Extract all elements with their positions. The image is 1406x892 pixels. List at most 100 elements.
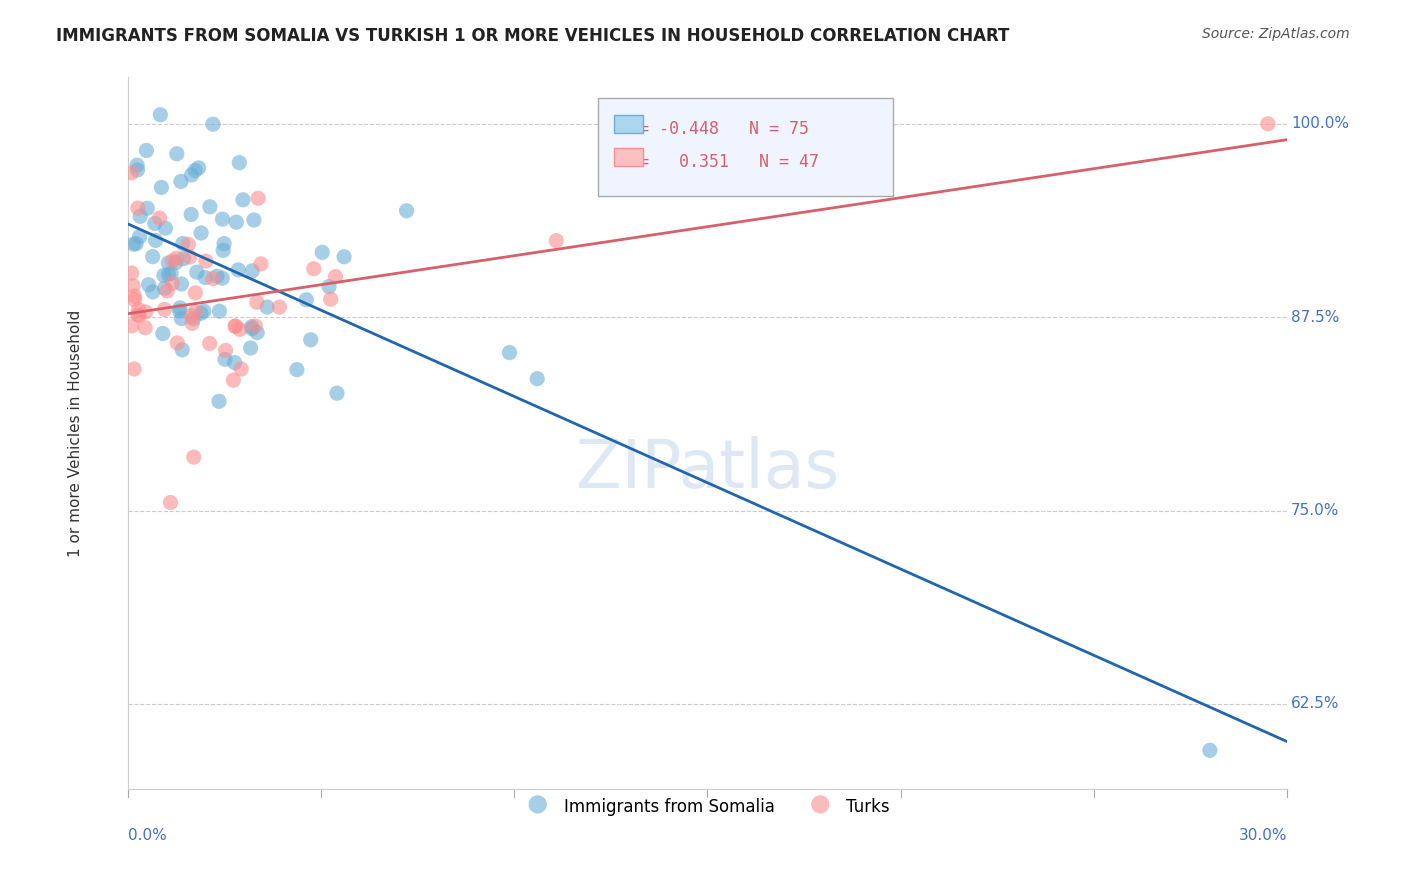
Turks <box>127 308 149 322</box>
Turks <box>121 318 143 333</box>
Immigrants from Somalia <box>142 285 165 299</box>
Turks <box>229 322 252 336</box>
Immigrants from Somalia <box>128 229 150 244</box>
Immigrants from Somalia <box>240 264 263 278</box>
Turks <box>180 309 202 323</box>
Immigrants from Somalia <box>526 372 548 386</box>
Immigrants from Somalia <box>135 144 157 158</box>
Turks <box>183 450 205 464</box>
Turks <box>250 257 273 271</box>
Immigrants from Somalia <box>198 200 221 214</box>
Immigrants from Somalia <box>149 108 172 122</box>
Immigrants from Somalia <box>125 236 148 251</box>
Immigrants from Somalia <box>136 201 159 215</box>
Immigrants from Somalia <box>190 306 212 320</box>
Turks <box>224 319 246 334</box>
Immigrants from Somalia <box>190 226 212 240</box>
Immigrants from Somalia <box>169 301 191 315</box>
Immigrants from Somalia <box>240 321 263 335</box>
Text: R = -0.448   N = 75: R = -0.448 N = 75 <box>619 120 808 138</box>
Immigrants from Somalia <box>145 234 167 248</box>
Immigrants from Somalia <box>142 250 165 264</box>
Immigrants from Somalia <box>172 343 194 357</box>
Text: 100.0%: 100.0% <box>1291 116 1348 131</box>
Immigrants from Somalia <box>170 174 193 188</box>
Immigrants from Somalia <box>170 277 193 291</box>
Immigrants from Somalia <box>299 333 322 347</box>
Turks <box>325 269 347 284</box>
Turks <box>166 335 188 350</box>
Immigrants from Somalia <box>180 168 202 182</box>
Immigrants from Somalia <box>226 263 249 277</box>
Immigrants from Somalia <box>318 279 340 293</box>
Immigrants from Somalia <box>129 210 152 224</box>
Text: R =   0.351   N = 47: R = 0.351 N = 47 <box>619 153 818 171</box>
Immigrants from Somalia <box>212 236 235 251</box>
Turks <box>184 304 207 318</box>
Immigrants from Somalia <box>157 256 180 270</box>
Turks <box>121 266 143 280</box>
Immigrants from Somalia <box>326 386 349 401</box>
Immigrants from Somalia <box>214 352 236 367</box>
Turks <box>245 319 267 334</box>
Turks <box>194 254 217 268</box>
Immigrants from Somalia <box>285 362 308 376</box>
Turks <box>122 362 145 376</box>
Immigrants from Somalia <box>246 326 269 340</box>
Immigrants from Somalia <box>160 267 183 281</box>
Immigrants from Somalia <box>127 158 149 172</box>
Immigrants from Somalia <box>152 326 174 341</box>
Turks <box>134 320 156 334</box>
Immigrants from Somalia <box>395 203 418 218</box>
Turks <box>156 284 179 298</box>
Immigrants from Somalia <box>169 304 191 318</box>
Immigrants from Somalia <box>170 311 193 326</box>
Turks <box>222 373 245 387</box>
Turks <box>153 302 176 317</box>
Turks <box>198 336 221 351</box>
Immigrants from Somalia <box>295 293 318 307</box>
Turks <box>202 271 225 285</box>
Immigrants from Somalia <box>180 207 202 221</box>
Immigrants from Somalia <box>193 304 215 318</box>
Immigrants from Somalia <box>239 341 262 355</box>
Immigrants from Somalia <box>143 216 166 230</box>
Immigrants from Somalia <box>127 163 149 178</box>
Turks <box>162 254 184 268</box>
Turks <box>128 309 150 323</box>
Immigrants from Somalia <box>183 311 205 326</box>
Immigrants from Somalia <box>184 163 207 178</box>
Immigrants from Somalia <box>224 355 246 369</box>
Turks <box>121 166 143 180</box>
Immigrants from Somalia <box>201 117 224 131</box>
Immigrants from Somalia <box>186 265 208 279</box>
Immigrants from Somalia <box>187 161 209 175</box>
Immigrants from Somalia <box>194 270 217 285</box>
Turks <box>302 261 325 276</box>
Point <box>1199 743 1222 757</box>
Immigrants from Somalia <box>333 250 356 264</box>
Turks <box>124 289 146 303</box>
Turks <box>181 317 204 331</box>
Turks <box>247 191 270 205</box>
Turks <box>122 278 145 293</box>
Turks <box>148 211 170 225</box>
Immigrants from Somalia <box>155 221 177 235</box>
Immigrants from Somalia <box>208 304 231 318</box>
Turks <box>179 250 201 264</box>
Immigrants from Somalia <box>153 268 176 283</box>
Text: 75.0%: 75.0% <box>1291 503 1340 518</box>
Immigrants from Somalia <box>243 213 266 227</box>
Text: 0.0%: 0.0% <box>128 828 166 843</box>
Turks <box>319 292 342 306</box>
Text: ZIPatlas: ZIPatlas <box>576 436 839 502</box>
Turks <box>546 234 568 248</box>
Immigrants from Somalia <box>153 281 176 295</box>
Turks <box>135 305 157 319</box>
Text: 30.0%: 30.0% <box>1239 828 1286 843</box>
Text: 87.5%: 87.5% <box>1291 310 1340 325</box>
Legend: Immigrants from Somalia, Turks: Immigrants from Somalia, Turks <box>519 789 897 823</box>
Turks <box>246 295 269 310</box>
Immigrants from Somalia <box>138 277 160 292</box>
Turks <box>166 251 188 265</box>
